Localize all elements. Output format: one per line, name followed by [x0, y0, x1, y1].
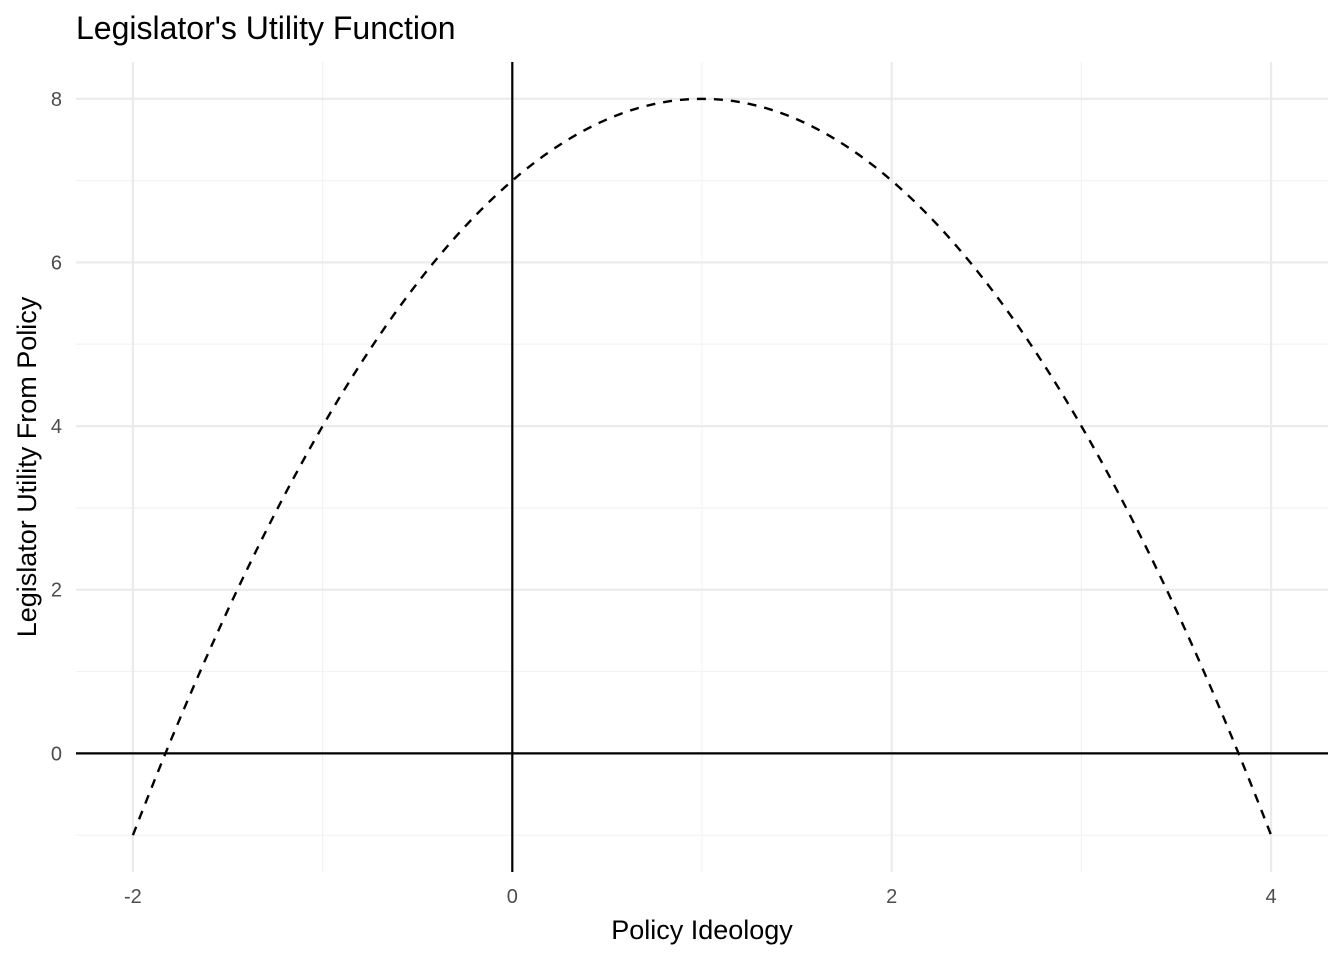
- reference-lines: [76, 62, 1328, 872]
- x-tick-label: -2: [124, 886, 142, 908]
- x-tick-label: 4: [1266, 886, 1277, 908]
- y-tick-label: 6: [51, 252, 62, 274]
- x-tick-label: 2: [886, 886, 897, 908]
- y-tick-label: 0: [51, 743, 62, 765]
- x-tick-label: 0: [507, 886, 518, 908]
- y-tick-label: 8: [51, 89, 62, 111]
- utility-curve: [131, 97, 1273, 836]
- y-tick-label: 2: [51, 580, 62, 602]
- y-axis-ticks: 0 2 4 6 8: [51, 89, 62, 766]
- x-axis-title: Policy Ideology: [611, 915, 793, 945]
- y-tick-label: 4: [51, 416, 62, 438]
- series-layer: [131, 97, 1273, 836]
- x-axis-ticks: -2 0 2 4: [124, 886, 1277, 908]
- minor-gridlines: [76, 62, 1328, 872]
- chart-title: Legislator's Utility Function: [76, 10, 456, 46]
- y-axis-title: Legislator Utility From Policy: [12, 296, 42, 637]
